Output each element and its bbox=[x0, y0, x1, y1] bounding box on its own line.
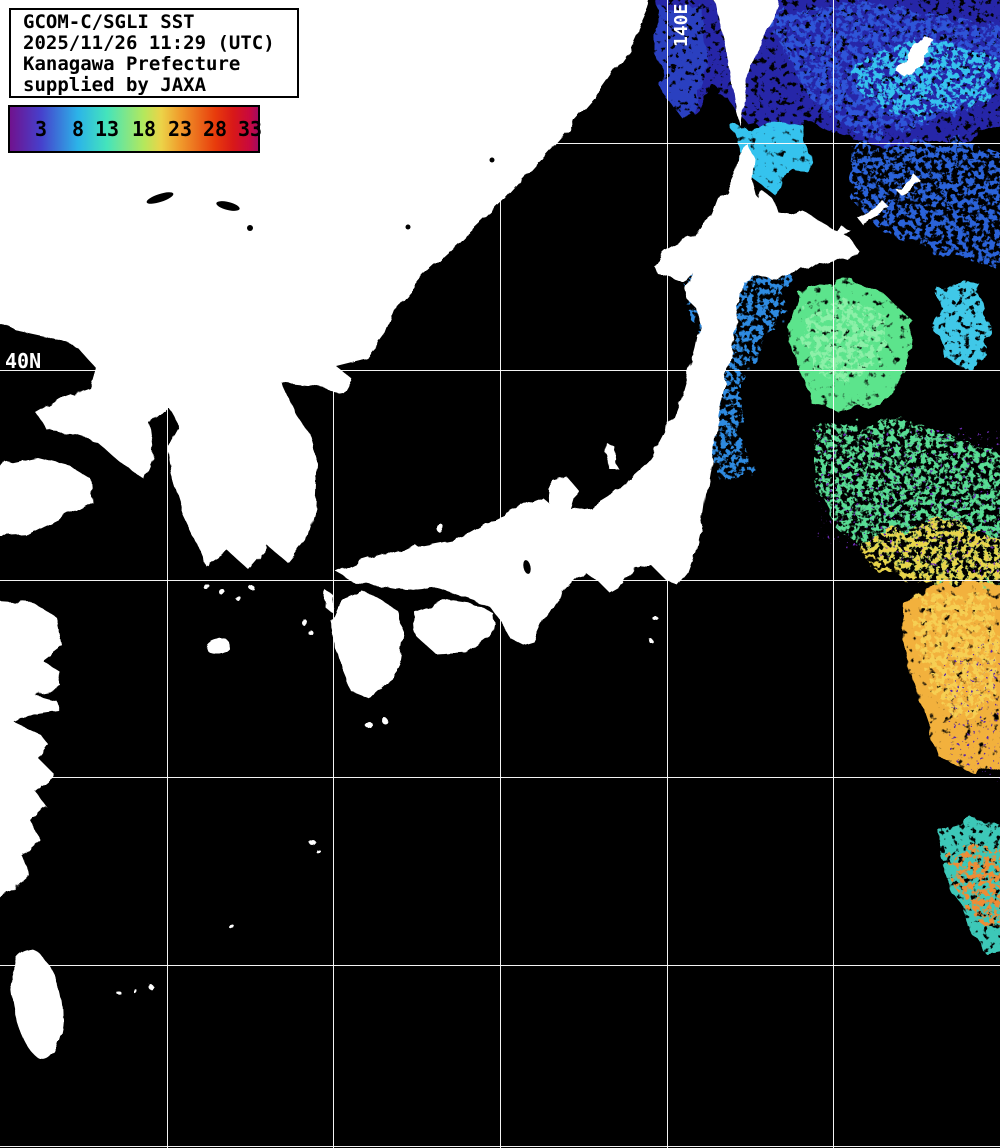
land-iturup-island bbox=[897, 36, 934, 78]
land-korea-south-island-3 bbox=[235, 595, 241, 601]
lake-1 bbox=[146, 192, 174, 204]
land-sado-island bbox=[606, 444, 618, 470]
land-jeju-island bbox=[206, 638, 230, 654]
sst-noise-speckle-green-field bbox=[816, 430, 1000, 584]
lake-biwa bbox=[523, 560, 531, 574]
land-kuril-island-1 bbox=[856, 202, 890, 224]
land-hokkaido bbox=[654, 144, 858, 282]
land-korea-south-island-1 bbox=[202, 582, 208, 588]
lake-4 bbox=[489, 157, 495, 163]
colorbar-tick-13: 13 bbox=[94, 117, 120, 141]
land-ryukyu-island-6 bbox=[117, 991, 121, 995]
latitude-label: 40N bbox=[5, 349, 41, 373]
land-oki-islands bbox=[437, 525, 445, 533]
land-tsushima-island bbox=[324, 590, 332, 610]
sst-colorbar: 3 8 13 18 23 28 33 bbox=[8, 105, 263, 153]
colorbar-tick-3: 3 bbox=[34, 117, 48, 141]
sst-patch-tohoku-offshore-mint bbox=[802, 300, 888, 382]
sst-patch-corner-streak-orange bbox=[950, 842, 1000, 929]
land-china-east-coast bbox=[0, 600, 63, 896]
land-shikoku bbox=[414, 600, 494, 654]
sst-patch-east-of-hokkaido bbox=[850, 138, 1000, 267]
land-ryukyu-island-2 bbox=[316, 849, 320, 853]
lake-3 bbox=[247, 225, 253, 231]
land-honshu bbox=[336, 242, 744, 645]
lake-layer bbox=[146, 157, 531, 574]
land-goto-island-2 bbox=[307, 629, 313, 635]
land-iki-island bbox=[337, 611, 343, 617]
lake-6 bbox=[443, 297, 449, 303]
land-kuril-island-2 bbox=[896, 176, 922, 196]
colorbar-tick-33: 33 bbox=[237, 117, 263, 141]
land-shandong-peninsula bbox=[0, 458, 92, 536]
land-kunashiri-island bbox=[788, 226, 850, 270]
credit-line: supplied by JAXA bbox=[23, 74, 207, 96]
land-sakhalin bbox=[714, 0, 777, 126]
longitude-label: 140E bbox=[671, 4, 692, 47]
info-box: GCOM-C/SGLI SST 2025/11/26 11:29 (UTC) K… bbox=[9, 8, 299, 98]
land-izu-island-2 bbox=[648, 638, 652, 642]
land-korea-south-island-4 bbox=[249, 585, 255, 591]
sst-patch-west-of-sakhalin bbox=[656, 4, 710, 120]
land-goto-island-1 bbox=[301, 619, 307, 625]
colorbar-tick-28: 28 bbox=[202, 117, 228, 141]
lake-5 bbox=[405, 224, 411, 230]
land-izu-island-1 bbox=[652, 615, 658, 621]
land-ryukyu-island-3 bbox=[227, 922, 233, 928]
sst-patch-soya-strait bbox=[734, 122, 812, 192]
colorbar-tick-18: 18 bbox=[131, 117, 157, 141]
land-osumi-island-2 bbox=[381, 717, 387, 723]
colorbar-tick-8: 8 bbox=[71, 117, 85, 141]
land-kyushu bbox=[330, 591, 404, 699]
sst-patch-offshore-cyan-strip bbox=[936, 282, 988, 372]
sst-noise-speckle-swath bbox=[942, 637, 1000, 781]
product-title: GCOM-C/SGLI SST bbox=[23, 11, 195, 33]
provider-line: Kanagawa Prefecture bbox=[23, 53, 241, 75]
land-ryukyu-island-1 bbox=[309, 839, 315, 845]
lake-2 bbox=[216, 201, 240, 211]
land-osumi-island-1 bbox=[364, 720, 372, 728]
colorbar-tick-23: 23 bbox=[167, 117, 193, 141]
land-taiwan bbox=[10, 951, 64, 1060]
land-ryukyu-island-4 bbox=[147, 983, 153, 989]
land-korea-south-island-2 bbox=[219, 589, 225, 595]
land-ryukyu-island-5 bbox=[132, 988, 136, 992]
observation-datetime: 2025/11/26 11:29 (UTC) bbox=[23, 32, 275, 54]
sst-patch-okhotsk-cyan-streak bbox=[852, 40, 1000, 118]
